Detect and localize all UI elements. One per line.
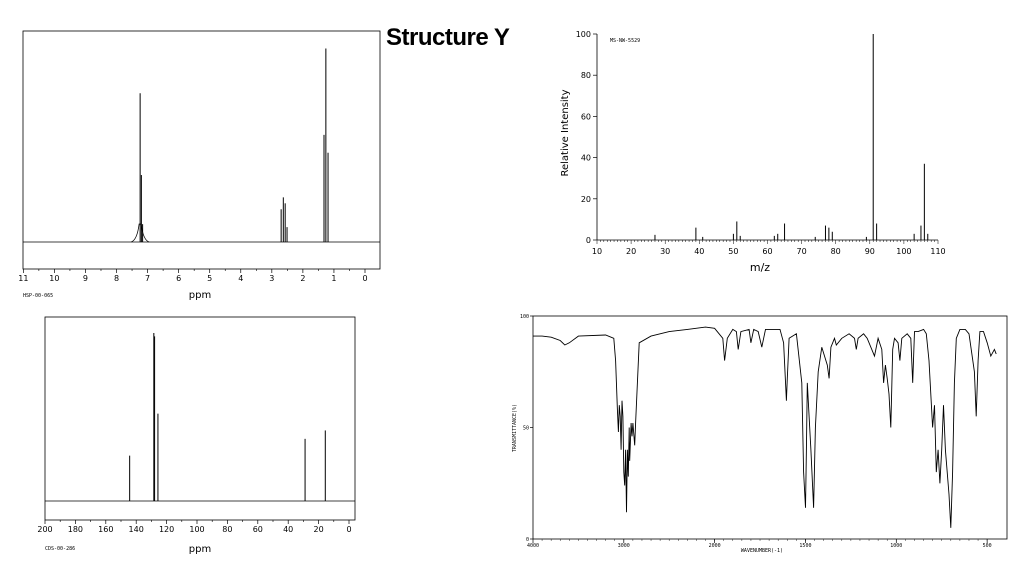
cnmr-code: CDS-00-286 xyxy=(45,546,75,552)
cnmr-tick-label: 60 xyxy=(253,525,263,534)
ms-x-tick-label: 20 xyxy=(626,247,636,256)
ir-x-tick-label: 3000 xyxy=(618,543,630,549)
ir-frame xyxy=(532,315,1008,540)
ms-x-tick-label: 100 xyxy=(896,247,911,256)
ir-x-tick-label: 1500 xyxy=(799,543,811,549)
hnmr-tick-label: 1 xyxy=(331,274,336,283)
cnmr-tick-label: 100 xyxy=(189,525,204,534)
ms-chart xyxy=(593,33,939,244)
ms-x-tick-label: 90 xyxy=(865,247,875,256)
hnmr-tick-label: 9 xyxy=(83,274,88,283)
ms-x-tick-label: 70 xyxy=(797,247,807,256)
cnmr-tick-label: 140 xyxy=(129,525,144,534)
ms-y-tick-label: 100 xyxy=(576,30,591,39)
hnmr-x-axis-label: ppm xyxy=(189,290,211,301)
cnmr-tick-label: 180 xyxy=(68,525,83,534)
page-title: Structure Y xyxy=(386,24,510,51)
ms-x-axis-label: m/z xyxy=(750,261,770,274)
hnmr-tick-label: 7 xyxy=(145,274,150,283)
ir-x-tick-label: 1000 xyxy=(890,543,902,549)
ir-y-axis-label: TRANSMITTANCE(%) xyxy=(512,404,518,452)
ir-y-tick-label: 50 xyxy=(523,426,529,432)
ir-y-tick-label: 0 xyxy=(526,537,529,543)
cnmr-tick-label: 160 xyxy=(98,525,113,534)
cnmr-tick-label: 120 xyxy=(159,525,174,534)
hnmr-tick-label: 8 xyxy=(114,274,119,283)
ms-y-tick-label: 20 xyxy=(581,195,591,204)
ir-spectrum-line xyxy=(533,326,997,528)
hnmr-tick-label: 0 xyxy=(362,274,367,283)
hnmr-tick-label: 5 xyxy=(207,274,212,283)
hnmr-chart xyxy=(22,30,381,273)
hnmr-tick-label: 4 xyxy=(238,274,243,283)
ir-y-tick-label: 100 xyxy=(520,314,529,320)
ir-chart xyxy=(530,315,1008,543)
ir-x-tick-label: 4000 xyxy=(527,543,539,549)
hnmr-frame xyxy=(22,30,381,270)
ms-y-tick-label: 0 xyxy=(586,236,591,245)
hnmr-tick-label: 10 xyxy=(49,274,59,283)
ms-x-tick-label: 50 xyxy=(728,247,738,256)
ms-y-axis-label: Relative Intensity xyxy=(560,89,571,176)
ms-x-tick-label: 80 xyxy=(831,247,841,256)
ms-x-tick-label: 60 xyxy=(762,247,772,256)
hnmr-tick-label: 6 xyxy=(176,274,181,283)
cnmr-tick-label: 40 xyxy=(283,525,293,534)
cnmr-tick-label: 200 xyxy=(37,525,52,534)
cnmr-chart xyxy=(44,316,356,524)
ms-code: MS-NW-5529 xyxy=(610,38,640,44)
ir-x-tick-label: 2000 xyxy=(709,543,721,549)
ms-x-tick-label: 30 xyxy=(660,247,670,256)
cnmr-tick-label: 20 xyxy=(314,525,324,534)
hnmr-code: HSP-00-065 xyxy=(23,293,53,299)
ms-y-tick-label: 80 xyxy=(581,71,591,80)
cnmr-tick-label: 0 xyxy=(346,525,351,534)
hnmr-tick-label: 2 xyxy=(300,274,305,283)
hnmr-tick-label: 3 xyxy=(269,274,274,283)
ms-x-tick-label: 40 xyxy=(694,247,704,256)
cnmr-x-axis-label: ppm xyxy=(189,544,211,555)
cnmr-frame xyxy=(44,316,356,521)
hnmr-tick-label: 11 xyxy=(18,274,28,283)
ir-x-axis-label: WAVENUMBER(-1) xyxy=(741,548,783,554)
ms-y-tick-label: 40 xyxy=(581,154,591,163)
ms-x-tick-label: 10 xyxy=(592,247,602,256)
ir-x-tick-label: 500 xyxy=(983,543,992,549)
ms-y-tick-label: 60 xyxy=(581,112,591,121)
cnmr-tick-label: 80 xyxy=(222,525,232,534)
ms-x-tick-label: 110 xyxy=(930,247,945,256)
